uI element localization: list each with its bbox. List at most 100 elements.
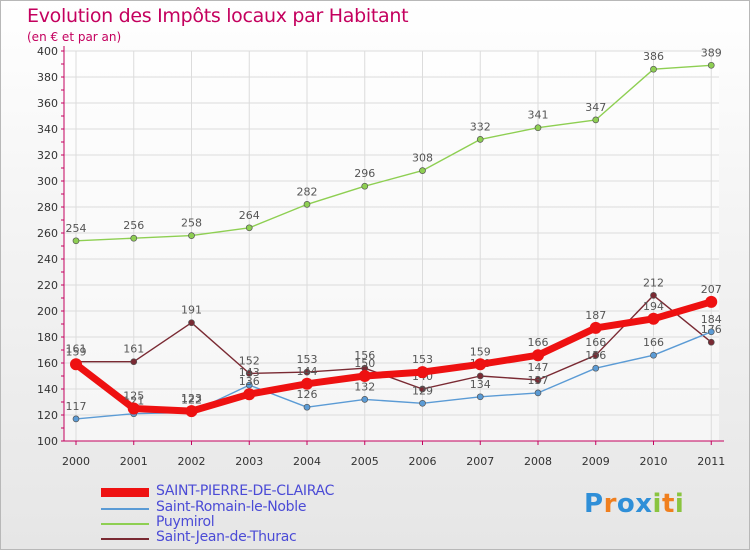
data-point	[70, 358, 82, 371]
data-point	[245, 381, 253, 389]
data-label: 150	[354, 357, 375, 370]
data-label: 123	[181, 392, 202, 405]
data-label: 132	[354, 380, 375, 393]
chart-subtitle: (en € et par an)	[27, 30, 122, 44]
data-label: 207	[701, 283, 722, 296]
data-label: 166	[585, 336, 606, 349]
data-label: 159	[66, 345, 87, 358]
data-label: 308	[412, 152, 433, 165]
legend-item-puymirol: Puymirol	[101, 514, 421, 532]
data-point	[419, 399, 426, 407]
data-label: 166	[643, 336, 664, 349]
x-tick-label: 2009	[582, 455, 610, 468]
x-tick-label: 2004	[293, 455, 321, 468]
data-label: 282	[297, 185, 318, 198]
data-label: 137	[528, 374, 549, 387]
y-tick-label: 100	[37, 435, 58, 448]
data-label: 147	[528, 361, 549, 374]
data-label: 161	[66, 343, 87, 356]
data-label: 126	[297, 388, 318, 401]
data-point	[476, 136, 484, 143]
data-label: 332	[470, 120, 491, 133]
data-label: 254	[66, 222, 87, 235]
data-label: 125	[123, 390, 144, 403]
data-point	[419, 385, 426, 393]
data-point	[127, 402, 140, 415]
data-label: 256	[123, 219, 144, 232]
data-point	[532, 349, 544, 362]
legend-swatch	[101, 488, 149, 497]
data-label: 212	[643, 276, 664, 289]
y-tick-label: 340	[37, 123, 58, 136]
data-label: 144	[297, 365, 318, 378]
data-point	[130, 234, 138, 242]
plot-area	[64, 51, 719, 441]
series-line	[72, 298, 715, 415]
data-point	[303, 201, 311, 208]
proxiti-logo: Proxiti	[584, 489, 684, 519]
data-point	[707, 338, 715, 346]
y-tick-label: 380	[37, 71, 58, 84]
legend-label: SAINT-PIERRE-DE-CLAIRAC	[156, 483, 335, 499]
logo-letter: P	[584, 489, 604, 519]
data-point	[650, 351, 657, 359]
data-label: 136	[239, 375, 260, 388]
data-point	[416, 366, 429, 379]
y-tick-label: 140	[37, 383, 58, 396]
y-tick-label: 280	[37, 201, 58, 214]
data-point	[650, 292, 657, 299]
data-point	[476, 372, 484, 380]
legend-label: Puymirol	[156, 514, 215, 530]
data-label: 341	[528, 109, 549, 122]
data-point	[72, 237, 80, 245]
data-point	[705, 295, 718, 308]
data-label: 134	[470, 378, 491, 391]
data-label: 187	[585, 309, 606, 322]
y-tick-label: 240	[37, 253, 58, 266]
x-tick-label: 2005	[351, 455, 379, 468]
data-point	[361, 182, 369, 190]
data-point	[361, 396, 369, 403]
series-line	[75, 294, 712, 390]
data-label: 166	[528, 336, 549, 349]
x-tick-label: 2000	[62, 455, 90, 468]
data-label: 152	[239, 354, 260, 367]
data-point	[72, 415, 80, 423]
data-label: 296	[354, 167, 375, 180]
data-label: 184	[701, 313, 722, 326]
data-point	[419, 167, 426, 174]
data-point	[650, 65, 657, 73]
data-point	[130, 358, 138, 366]
legend-swatch	[101, 538, 149, 540]
legend-swatch	[101, 508, 149, 510]
y-tick-label: 360	[37, 97, 58, 110]
y-tick-label: 260	[37, 227, 58, 240]
legend-swatch	[101, 523, 149, 525]
y-tick-label: 200	[37, 305, 58, 318]
x-tick-label: 2006	[409, 455, 437, 468]
x-tick-label: 2011	[697, 455, 725, 468]
data-point	[358, 370, 371, 382]
data-label: 143	[239, 366, 260, 379]
logo-letter: r	[603, 489, 617, 519]
logo-letter: x	[635, 489, 653, 519]
data-label: 117	[66, 400, 87, 413]
x-tick-label: 2007	[466, 455, 494, 468]
data-point	[188, 319, 195, 327]
data-point	[243, 388, 256, 401]
chart-title: Evolution des Impôts locaux par Habitant	[27, 5, 409, 27]
y-tick-label: 400	[37, 45, 58, 58]
data-label: 194	[643, 300, 664, 313]
data-point	[592, 116, 600, 124]
data-point	[303, 403, 311, 411]
data-label: 156	[354, 349, 375, 362]
y-tick-label: 220	[37, 279, 58, 292]
data-point	[534, 376, 542, 384]
data-point	[303, 368, 311, 376]
y-tick-label: 120	[37, 409, 58, 422]
legend-item-saint-jean-de-thurac: Saint-Jean-de-Thurac	[101, 529, 421, 547]
data-label: 386	[643, 50, 664, 63]
data-point	[589, 321, 602, 334]
logo-letter: o	[616, 489, 636, 519]
